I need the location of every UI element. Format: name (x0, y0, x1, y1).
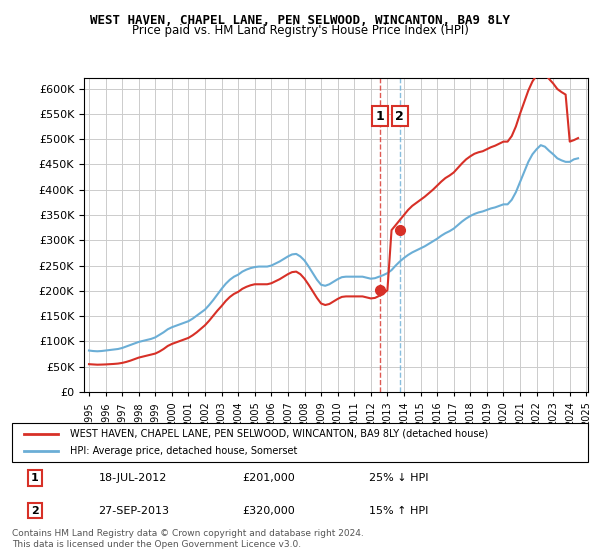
Text: 27-SEP-2013: 27-SEP-2013 (98, 506, 169, 516)
Text: 1: 1 (31, 473, 39, 483)
Text: 25% ↓ HPI: 25% ↓ HPI (369, 473, 428, 483)
Text: WEST HAVEN, CHAPEL LANE, PEN SELWOOD, WINCANTON, BA9 8LY (detached house): WEST HAVEN, CHAPEL LANE, PEN SELWOOD, WI… (70, 429, 488, 439)
Text: 1: 1 (376, 110, 384, 123)
FancyBboxPatch shape (12, 423, 588, 462)
Text: 18-JUL-2012: 18-JUL-2012 (98, 473, 167, 483)
Text: WEST HAVEN, CHAPEL LANE, PEN SELWOOD, WINCANTON, BA9 8LY: WEST HAVEN, CHAPEL LANE, PEN SELWOOD, WI… (90, 14, 510, 27)
Text: HPI: Average price, detached house, Somerset: HPI: Average price, detached house, Some… (70, 446, 297, 456)
Text: 2: 2 (31, 506, 39, 516)
Text: £201,000: £201,000 (242, 473, 295, 483)
Text: Price paid vs. HM Land Registry's House Price Index (HPI): Price paid vs. HM Land Registry's House … (131, 24, 469, 36)
Text: £320,000: £320,000 (242, 506, 295, 516)
Text: Contains HM Land Registry data © Crown copyright and database right 2024.
This d: Contains HM Land Registry data © Crown c… (12, 529, 364, 549)
Text: 15% ↑ HPI: 15% ↑ HPI (369, 506, 428, 516)
Text: 2: 2 (395, 110, 404, 123)
